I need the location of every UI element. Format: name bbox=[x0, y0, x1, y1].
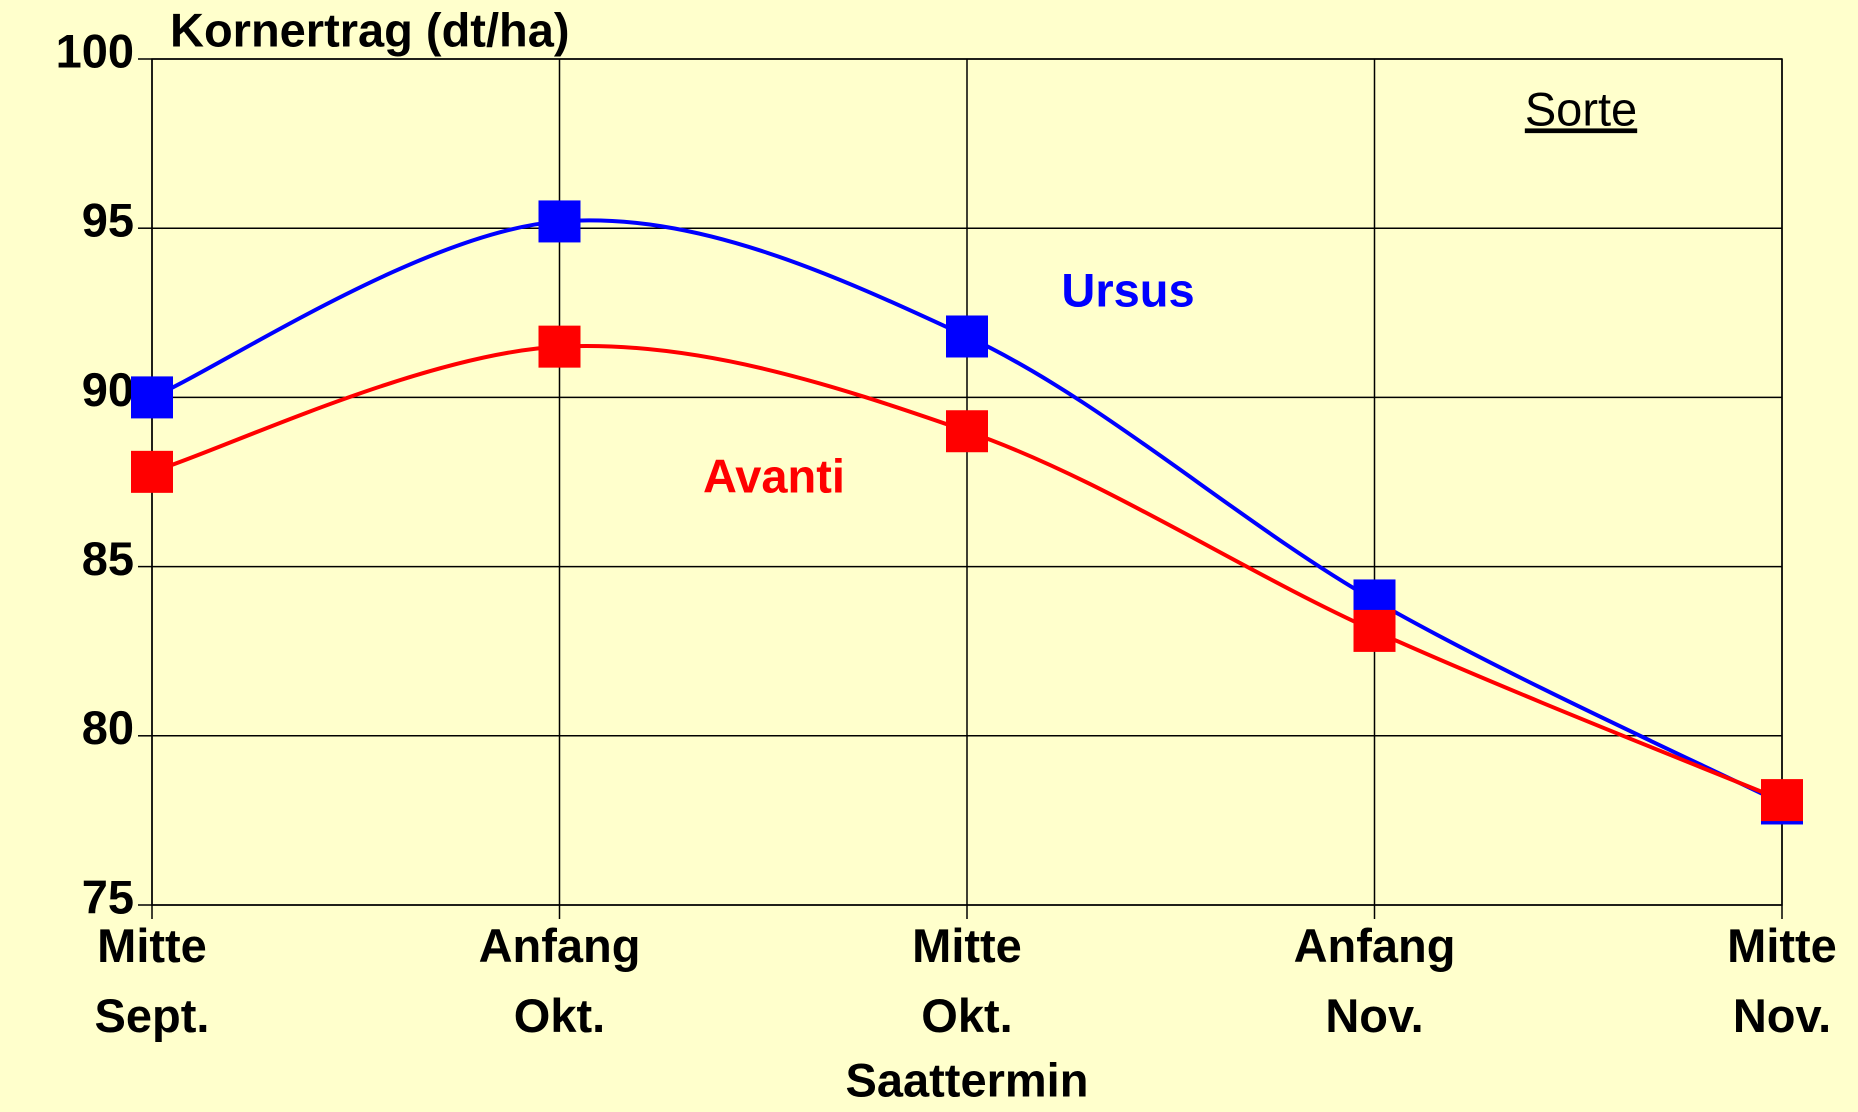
x-tick-label-line: Okt. bbox=[921, 989, 1012, 1042]
x-tick-label-line: Sept. bbox=[95, 989, 210, 1042]
x-tick-label-line: Anfang bbox=[1294, 919, 1456, 972]
y-tick-label: 100 bbox=[56, 24, 134, 77]
x-tick-label-line: Anfang bbox=[479, 919, 641, 972]
series-label: Avanti bbox=[703, 449, 845, 502]
marker bbox=[131, 376, 173, 419]
marker bbox=[538, 325, 581, 368]
y-tick-label: 75 bbox=[82, 870, 134, 923]
series-label: Ursus bbox=[1061, 263, 1194, 316]
y-tick-label: 80 bbox=[82, 701, 134, 754]
marker bbox=[1761, 779, 1803, 822]
x-tick-label: Mitte Sept. bbox=[95, 919, 210, 1042]
legend-title: Sorte bbox=[1525, 82, 1637, 135]
x-tick-label-line: Okt. bbox=[514, 989, 605, 1042]
x-tick-label: Anfang Okt. bbox=[479, 919, 641, 1042]
x-axis-title: Saattermin bbox=[846, 1053, 1089, 1106]
x-tick-label-line: Nov. bbox=[1733, 989, 1831, 1042]
x-tick-label: Mitte Nov. bbox=[1727, 919, 1837, 1042]
marker bbox=[1353, 609, 1396, 652]
marker bbox=[538, 200, 581, 243]
y-axis-title: Kornertrag (dt/ha) bbox=[170, 3, 570, 56]
marker bbox=[946, 410, 988, 453]
x-tick-label: Anfang Nov. bbox=[1294, 919, 1456, 1042]
x-tick-label-line: Mitte bbox=[912, 919, 1022, 972]
x-tick-label: Mitte Okt. bbox=[912, 919, 1022, 1042]
y-tick-label: 90 bbox=[82, 363, 134, 416]
x-tick-label-line: Nov. bbox=[1325, 989, 1423, 1042]
y-tick-label: 85 bbox=[82, 532, 134, 585]
x-tick-label-line: Mitte bbox=[1727, 919, 1837, 972]
marker bbox=[946, 315, 988, 358]
x-tick-label-line: Mitte bbox=[97, 919, 207, 972]
y-tick-label: 95 bbox=[82, 194, 134, 247]
marker bbox=[131, 450, 173, 493]
